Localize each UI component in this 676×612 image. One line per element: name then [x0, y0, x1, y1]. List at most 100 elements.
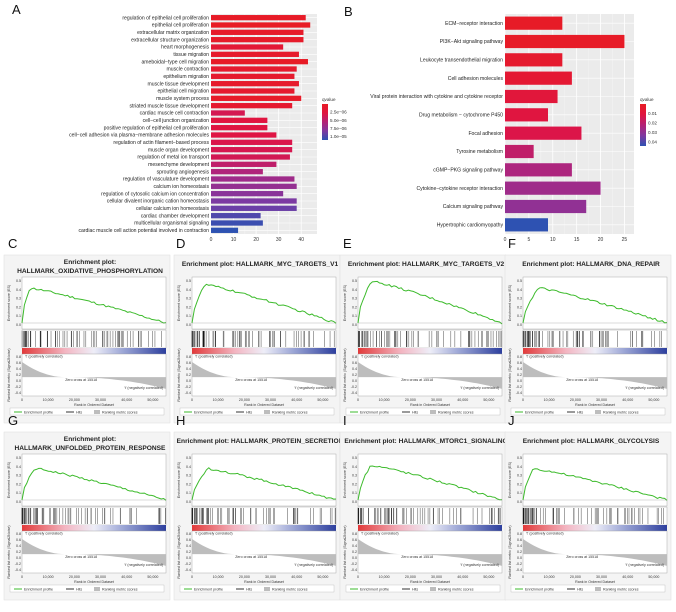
y-axis-label: Ranked list metric (Signal2Noise) [343, 348, 347, 401]
y-tick-label: 0.2 [186, 550, 191, 554]
y-tick-label: 0.2 [16, 373, 21, 377]
y-tick-label: 0.2 [517, 550, 522, 554]
y-tick-label: 0.1 [352, 491, 357, 495]
es-plot-area [357, 453, 503, 507]
y-axis-label: Ranked list metric (Signal2Noise) [508, 348, 512, 401]
bar [505, 126, 582, 140]
y-category-label: cardiac muscle cell contraction [140, 111, 210, 117]
x-axis-label: Rank in Ordered Dataset [410, 403, 450, 407]
legend-swatch-ranking [430, 587, 436, 591]
negative-correlation-label: 't' (negatively correlated) [625, 563, 664, 567]
panel-label-f: F [508, 236, 516, 251]
y-tick-label: 0.5 [352, 279, 357, 283]
bar [211, 95, 302, 101]
bar [505, 16, 563, 30]
y-tick-label: 0.2 [16, 482, 21, 486]
zero-cross-label: Zero cross at 15518 [401, 555, 433, 559]
x-tick-label: 40,000 [457, 398, 468, 402]
y-category-label: calcium ion homeostasis [154, 184, 210, 190]
y-tick-label: 0.4 [186, 367, 191, 371]
bar [211, 183, 297, 189]
y-tick-label: 0.3 [517, 297, 522, 301]
legend-swatch-ranking [94, 587, 100, 591]
x-tick-label: 50,000 [648, 575, 659, 579]
y-tick-label: -0.2 [185, 562, 191, 566]
y-category-label: cellular divalent inorganic cation homeo… [107, 199, 210, 205]
legend-entry: Hits [76, 587, 82, 591]
y-category-label: regulation of epithelial cell proliferat… [122, 15, 209, 21]
bar [211, 139, 293, 145]
legend-entry: Ranking metric scores [102, 410, 138, 414]
legend-label: 1.0e−05 [330, 134, 347, 139]
bar [211, 117, 268, 123]
x-axis-label: Rank in Ordered Dataset [74, 580, 114, 584]
x-axis-label: Rank in Ordered Dataset [575, 580, 615, 584]
y-tick-label: 0.8 [352, 355, 357, 359]
y-tick-label: 0.0 [186, 379, 191, 383]
ranking-heat-bar [523, 348, 667, 354]
y-tick-label: 0.0 [16, 323, 21, 327]
legend-swatch-ranking [94, 410, 100, 414]
x-tick-label: 20,000 [405, 398, 416, 402]
ranking-heat-bar [22, 525, 166, 531]
positive-correlation-label: 't' (positively correlated) [361, 355, 399, 359]
y-category-label: extracellular matrix organization [137, 30, 209, 36]
bar [505, 218, 548, 232]
y-category-label: cell−cell adhesion via plasma−membrane a… [69, 133, 209, 139]
y-tick-label: 0.2 [186, 305, 191, 309]
y-tick-label: 0.1 [517, 491, 522, 495]
y-tick-label: -0.4 [351, 568, 357, 572]
y-tick-label: 0.6 [517, 361, 522, 365]
enrichment-profile-line [522, 287, 668, 324]
x-tick-label: 40,000 [622, 575, 633, 579]
enrichment-profile-line [522, 468, 668, 501]
positive-correlation-label: 't' (positively correlated) [195, 532, 233, 536]
panel-label-e: E [343, 236, 352, 251]
y-category-label: muscle tissue development [148, 81, 210, 87]
x-axis-label: Rank in Ordered Dataset [74, 403, 114, 407]
hits-area [21, 506, 167, 526]
negative-correlation-label: 't' (negatively correlated) [460, 563, 499, 567]
y-tick-label: 0.0 [186, 323, 191, 327]
ranking-metric-scores [192, 539, 336, 566]
x-tick-label: 40,000 [291, 398, 302, 402]
es-plot-area [21, 453, 167, 507]
y-category-label: regulation of vasculature development [123, 177, 210, 183]
y-tick-label: 0.4 [517, 465, 522, 469]
y-tick-label: 0.2 [352, 550, 357, 554]
y-category-label: Calcium signaling pathway [443, 204, 504, 210]
legend-entry: Ranking metric scores [272, 410, 308, 414]
negative-correlation-label: 't' (negatively correlated) [460, 386, 499, 390]
plot-title: HALLMARK_OXIDATIVE_PHOSPHORYLATION [17, 268, 163, 275]
x-tick-label: 50,000 [317, 398, 328, 402]
positive-correlation-label: 't' (positively correlated) [195, 355, 233, 359]
x-tick-label: 0 [357, 575, 359, 579]
y-tick-label: 0.4 [517, 367, 522, 371]
bar [505, 34, 625, 49]
x-tick-label: 50,000 [147, 575, 158, 579]
legend-entry: Ranking metric scores [438, 410, 474, 414]
x-tick-label: 10 [231, 237, 237, 243]
legend-title: qvalue [640, 97, 654, 102]
y-tick-label: 0.0 [352, 379, 357, 383]
legend-label: 2.5e−06 [330, 110, 347, 115]
x-tick-label: 30 [276, 237, 282, 243]
negative-correlation-label: 't' (negatively correlated) [294, 563, 333, 567]
y-category-label: regulation of cytosolic calcium ion conc… [101, 191, 209, 197]
gsea-legend-box [9, 407, 165, 416]
ranking-metric-scores [358, 539, 502, 566]
legend-swatch-ranking [595, 587, 601, 591]
bar [211, 73, 295, 79]
y-tick-label: 0.5 [186, 456, 191, 460]
bar [211, 147, 293, 153]
y-category-label: ameboidal−type cell migration [141, 59, 209, 65]
y-tick-label: 0.1 [16, 491, 21, 495]
y-category-label: epithelial cell migration [157, 89, 209, 95]
zero-cross-label: Zero cross at 15518 [566, 378, 598, 382]
y-tick-label: 0.0 [352, 500, 357, 504]
x-tick-label: 10,000 [213, 575, 224, 579]
y-tick-label: -0.2 [516, 562, 522, 566]
y-tick-label: 0.2 [517, 305, 522, 309]
legend-colorbar [640, 104, 646, 146]
